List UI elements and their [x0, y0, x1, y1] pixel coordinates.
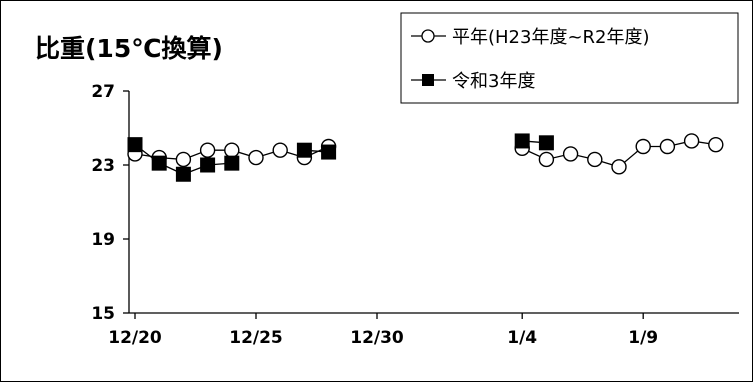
x-tick-label: 12/25 [229, 328, 283, 348]
data-point-current [151, 155, 167, 171]
data-point-current [175, 166, 191, 182]
data-point-normal [248, 149, 264, 166]
legend-label-normal: 平年(H23年度~R2年度) [452, 27, 650, 48]
x-tick-label: 12/30 [350, 328, 404, 348]
axes: 15 19 23 27 12/20 12/25 12/30 1/4 1/9 [91, 82, 739, 348]
data-point-current [321, 144, 337, 160]
data-point-current [514, 133, 530, 149]
data-point-normal [611, 159, 627, 175]
series-layer [127, 133, 724, 182]
data-point-normal [538, 151, 555, 168]
data-point-normal [659, 138, 676, 155]
data-point-current [296, 142, 312, 158]
legend-open-circle-marker [421, 29, 435, 43]
data-point-normal [562, 146, 579, 162]
data-point-normal [635, 138, 651, 155]
legend: 平年(H23年度~R2年度) 令和3年度 [400, 12, 739, 104]
data-point-normal [199, 142, 216, 158]
data-point-normal [683, 133, 700, 149]
data-point-current [224, 155, 240, 171]
y-tick-label: 23 [91, 156, 115, 176]
data-point-normal [272, 142, 288, 158]
y-tick-label: 19 [91, 230, 115, 250]
data-point-normal [224, 142, 240, 158]
legend-label-current: 令和3年度 [452, 71, 535, 92]
data-point-normal [587, 151, 603, 168]
data-point-current [127, 137, 143, 153]
x-tick-label: 1/9 [628, 328, 658, 348]
legend-box [400, 12, 739, 104]
data-point-current [200, 157, 216, 173]
y-tick-label: 15 [91, 304, 115, 324]
chart-title: 比重(15℃換算) [35, 34, 223, 63]
data-point-current [538, 135, 554, 151]
data-point-normal [175, 151, 192, 168]
y-tick-label: 27 [91, 82, 115, 102]
x-tick-label: 1/4 [507, 328, 537, 348]
data-point-normal [708, 136, 724, 153]
legend-filled-square-marker [422, 74, 434, 86]
x-tick-label: 12/20 [108, 328, 162, 348]
